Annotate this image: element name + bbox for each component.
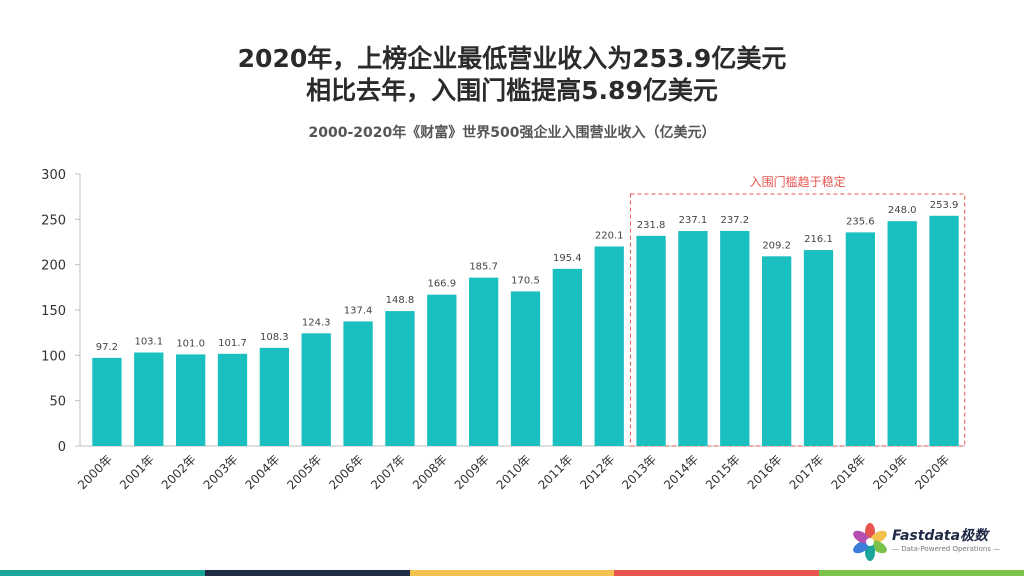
bottom-color-bar	[0, 570, 1024, 576]
bar-value-label: 231.8	[637, 220, 666, 231]
bar-2006年	[343, 321, 373, 446]
y-tick-label: 200	[41, 259, 66, 274]
bottom-bar-segment	[819, 570, 1024, 576]
logo-title: Fastdata极数	[892, 528, 989, 544]
x-tick-label: 2019年	[870, 452, 910, 492]
bar-2012年	[594, 246, 624, 446]
x-tick-label: 2008年	[410, 452, 450, 492]
bar-2004年	[259, 347, 290, 446]
bar-value-label: 101.7	[218, 338, 247, 349]
chart-title: 2000-2020年《财富》世界500强企业入围营业收入（亿美元）	[308, 125, 716, 141]
fastdata-logo: Fastdata极数 — Data-Powered Operations —	[850, 522, 1010, 566]
bottom-bar-segment	[409, 570, 615, 576]
headline-line-2: 相比去年，入围门槛提高5.89亿美元	[306, 76, 718, 105]
x-tick-label: 2004年	[242, 452, 282, 492]
headline-line-1: 2020年，上榜企业最低营业收入为253.9亿美元	[237, 44, 787, 73]
x-tick-label: 2017年	[787, 452, 827, 492]
bar-2009年	[468, 277, 499, 446]
bar-2011年	[552, 268, 583, 446]
bar-value-label: 216.1	[804, 234, 833, 245]
bar-2000年	[92, 357, 122, 446]
bar-2010年	[510, 291, 541, 446]
x-tick-label: 2014年	[661, 452, 701, 492]
bar-2020年	[929, 215, 959, 446]
y-tick-label: 50	[49, 395, 66, 410]
bar-2019年	[887, 221, 917, 446]
bar-2016年	[761, 256, 792, 446]
bar-2013年	[636, 235, 666, 446]
x-tick-label: 2015年	[703, 452, 743, 492]
bar-2018年	[845, 232, 876, 446]
bar-chart: 0 50 100 150 200 250 300 入围门槛趋于稳定 97.2 2000年 103.1…	[41, 168, 966, 492]
logo-subtitle: — Data-Powered Operations —	[892, 545, 1001, 553]
bar-value-label: 185.7	[469, 262, 498, 273]
x-tick-label: 2013年	[619, 452, 659, 492]
y-tick-label: 300	[41, 168, 66, 183]
annotation-box	[629, 193, 966, 447]
bar-value-label: 195.4	[553, 253, 582, 264]
x-tick-label: 2011年	[535, 452, 575, 492]
x-tick-label: 2001年	[117, 452, 157, 492]
x-tick-label: 2006年	[326, 452, 366, 492]
bar-2015年	[720, 230, 750, 446]
y-tick-label: 100	[41, 349, 66, 364]
bar-value-label: 124.3	[302, 317, 331, 328]
bar-2017年	[803, 250, 834, 446]
x-tick-label: 2018年	[828, 452, 868, 492]
bar-value-label: 137.4	[344, 305, 373, 316]
y-tick-label: 0	[58, 440, 66, 455]
y-tick-label: 250	[41, 213, 66, 228]
bar-value-label: 103.1	[134, 337, 163, 348]
x-tick-label: 2016年	[745, 452, 785, 492]
bar-2008年	[427, 294, 457, 446]
bar-value-label: 220.1	[595, 230, 624, 241]
flower-logo-icon	[853, 523, 887, 561]
bar-2005年	[301, 333, 331, 446]
x-tick-label: 2010年	[494, 452, 534, 492]
x-tick-label: 2012年	[577, 452, 617, 492]
bar-value-label: 237.1	[679, 215, 708, 226]
x-tick-label: 2009年	[452, 452, 492, 492]
x-tick-label: 2020年	[912, 452, 952, 492]
x-tick-label: 2002年	[159, 452, 199, 492]
bottom-bar-segment	[614, 570, 820, 576]
bar-value-label: 235.6	[846, 216, 875, 227]
bar-2002年	[175, 354, 206, 446]
bar-value-label: 101.0	[176, 338, 205, 349]
x-tick-label: 2003年	[201, 452, 241, 492]
bar-value-label: 97.2	[96, 342, 118, 353]
bar-2007年	[385, 311, 415, 446]
bar-2014年	[678, 231, 708, 446]
bar-value-label: 170.5	[511, 275, 540, 286]
bar-value-label: 166.9	[427, 279, 456, 290]
bottom-bar-segment	[0, 570, 205, 576]
bar-value-label: 248.0	[888, 205, 917, 216]
x-tick-label: 2000年	[75, 452, 115, 492]
bar-value-label: 108.3	[260, 332, 289, 343]
bar-2001年	[134, 352, 164, 446]
bar-value-label: 209.2	[762, 240, 791, 251]
x-tick-label: 2005年	[284, 452, 324, 492]
annotation-label: 入围门槛趋于稳定	[750, 174, 846, 189]
bar-value-label: 237.2	[720, 215, 749, 226]
bar-2003年	[217, 353, 248, 446]
x-tick-label: 2007年	[368, 452, 408, 492]
bar-value-label: 148.8	[386, 295, 415, 306]
y-tick-label: 150	[41, 304, 66, 319]
bar-value-label: 253.9	[930, 200, 959, 211]
bottom-bar-segment	[204, 570, 410, 576]
